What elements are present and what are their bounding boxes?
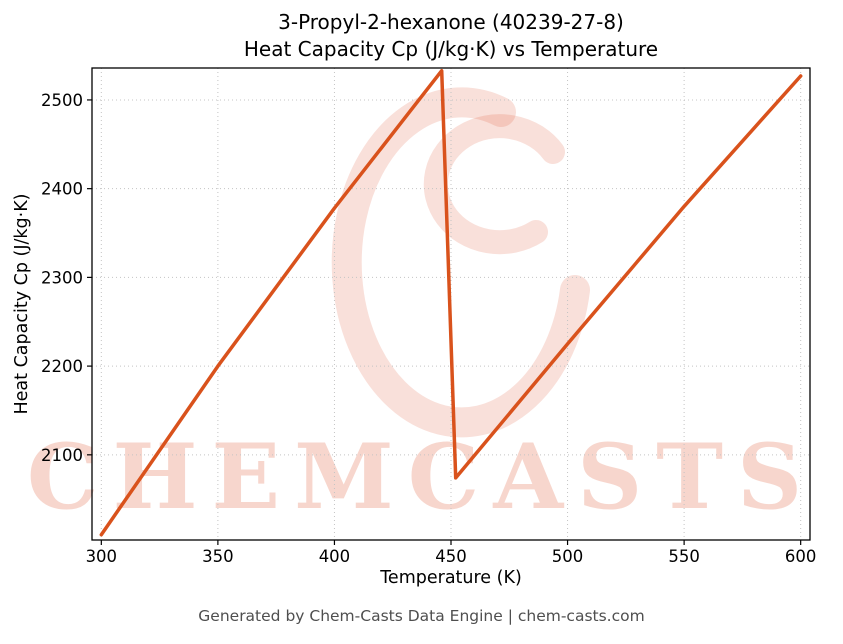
chart-title: 3-Propyl-2-hexanone (40239-27-8)	[278, 10, 624, 34]
y-tick-label: 2400	[41, 180, 83, 199]
x-tick-label: 450	[435, 547, 467, 566]
series-line-Cp	[99, 68, 803, 537]
x-tick-label: 400	[319, 547, 351, 566]
x-tick-label: 300	[86, 547, 118, 566]
x-tick-label: 550	[668, 547, 700, 566]
x-tick-label: 600	[785, 547, 817, 566]
y-tick-label: 2300	[41, 268, 83, 287]
x-axis-label: Temperature (K)	[380, 568, 522, 588]
y-tick-label: 2200	[41, 357, 83, 376]
chemcasts-watermark-text: CHEMCASTS	[26, 424, 817, 530]
chart-subtitle: Heat Capacity Cp (J/kg·K) vs Temperature	[243, 37, 659, 61]
x-tick-label: 500	[552, 547, 584, 566]
x-tick-label: 350	[202, 547, 234, 566]
footer-caption: Generated by Chem-Casts Data Engine | ch…	[198, 607, 645, 625]
y-axis-label: Heat Capacity Cp (J/kg·K)	[12, 193, 32, 415]
y-tick-label: 2100	[41, 446, 83, 465]
y-tick-label: 2500	[41, 91, 83, 110]
